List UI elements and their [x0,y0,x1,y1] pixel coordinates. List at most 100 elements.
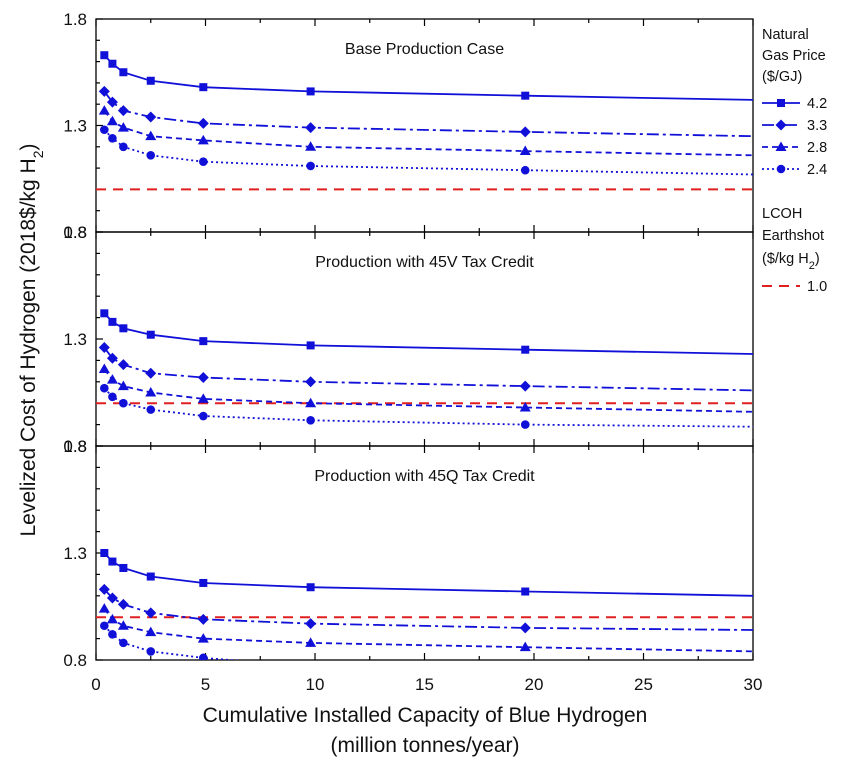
data-point [305,376,317,388]
legend-earthshot-label: 1.0 [807,279,827,295]
series-line-2.4 [103,387,753,428]
data-point [306,416,315,425]
data-point [519,622,531,634]
legend-marker [775,119,787,131]
data-point [108,392,117,402]
panel-series [98,51,753,176]
legend: Natural Gas Price ($/GJ) 4.2 3.3 2.8 2.4 LC… [762,27,827,295]
data-point [145,626,157,637]
data-point [145,130,157,141]
legend-title-units: ($/GJ) [762,69,802,85]
data-point [145,387,157,397]
series-line-3.3 [103,588,753,631]
data-point [98,363,110,373]
data-point [519,380,531,392]
series-line-3.3 [103,90,753,138]
panel-title: Base Production Case [345,41,504,58]
x-tick-label: 20 [525,675,544,694]
data-point [106,352,118,364]
data-point [199,578,208,587]
y-tick-label: 1.3 [63,117,87,136]
y-tick-label: 1.8 [63,223,87,242]
data-point [197,372,209,384]
data-point [100,125,109,135]
legend-title-earthshot-units: ($/kg H2) [762,251,820,272]
legend-label: 2.4 [807,162,827,178]
data-point [306,87,315,96]
data-point [117,380,129,391]
legend-series-entries: 4.2 3.3 2.8 2.4 [762,96,827,178]
panel-2: 0.8 1.3 1.8 Production with 45V Tax Credit [63,223,754,456]
y-tick-label: 1.3 [63,330,87,349]
data-point [306,161,315,171]
data-point [117,359,129,371]
series-line-4.2 [103,54,753,101]
legend-label: 2.8 [807,140,827,156]
panel-series [98,549,753,671]
panel-1: 0.8 1.3 1.8 Base Production Case [63,10,754,242]
data-point [197,134,209,145]
data-point [306,583,315,592]
y-tick-label: 0.8 [63,437,87,456]
legend-label: 3.3 [807,118,827,134]
y-axis-title: Levelized Cost of Hydrogen (2018$/kg H2) [17,143,46,536]
y-tick-label: 1.3 [63,544,87,563]
data-point [197,117,209,129]
x-tick-label: 30 [744,675,763,694]
data-point [117,105,129,117]
panel-title: Production with 45Q Tax Credit [314,468,535,485]
data-point [117,598,129,610]
legend-title-lcoh: LCOH [762,206,802,222]
data-point [146,76,155,85]
data-point [98,342,110,354]
data-point [119,324,128,333]
legend-label: 4.2 [807,96,827,112]
series-line-2.4 [103,625,242,660]
data-point [520,165,530,175]
data-point [305,618,317,630]
data-point [519,641,531,652]
data-point [98,583,110,595]
data-point [106,115,118,126]
x-tick-label: 10 [306,675,325,694]
y-tick-label: 1.8 [63,10,87,29]
data-point [197,613,209,625]
data-point [106,96,118,108]
legend-title-natural: Natural [762,27,809,43]
data-point [145,607,157,619]
data-point [117,122,129,132]
data-point [119,638,128,648]
data-point [305,141,317,151]
data-point [199,157,208,167]
legend-title-earthshot: Earthshot [762,228,824,244]
data-point [146,405,156,414]
x-tick-label: 15 [415,675,434,694]
data-point [520,420,530,429]
y-tick-label: 0.8 [63,223,87,242]
data-point [119,68,128,77]
y-tick-label: 0.8 [63,651,87,670]
x-tick-label: 5 [201,675,210,694]
data-point [306,341,315,350]
data-point [117,620,129,630]
data-point [108,133,117,143]
x-axis-title-line1: Cumulative Installed Capacity of Blue Hy… [203,704,648,727]
data-point [119,398,128,408]
legend-title-gas-price: Gas Price [762,48,826,64]
data-point [305,637,317,647]
data-point [146,647,156,656]
data-point [100,51,109,60]
x-tick-label: 0 [91,675,100,694]
data-point [100,383,109,393]
panel-series [98,309,753,429]
data-point [199,83,208,92]
data-point [146,330,155,339]
data-point [108,317,117,326]
panel-3: 0.8 1.3 1.8 Production with 45Q Tax Credit 0… [63,437,762,694]
chart-panels: 0.8 1.3 1.8 Base Production Case 0.8 1.3 1.8 Pr… [63,10,762,694]
data-point [306,662,315,671]
legend-marker [776,164,786,174]
data-point [521,91,530,100]
data-point [199,337,208,346]
